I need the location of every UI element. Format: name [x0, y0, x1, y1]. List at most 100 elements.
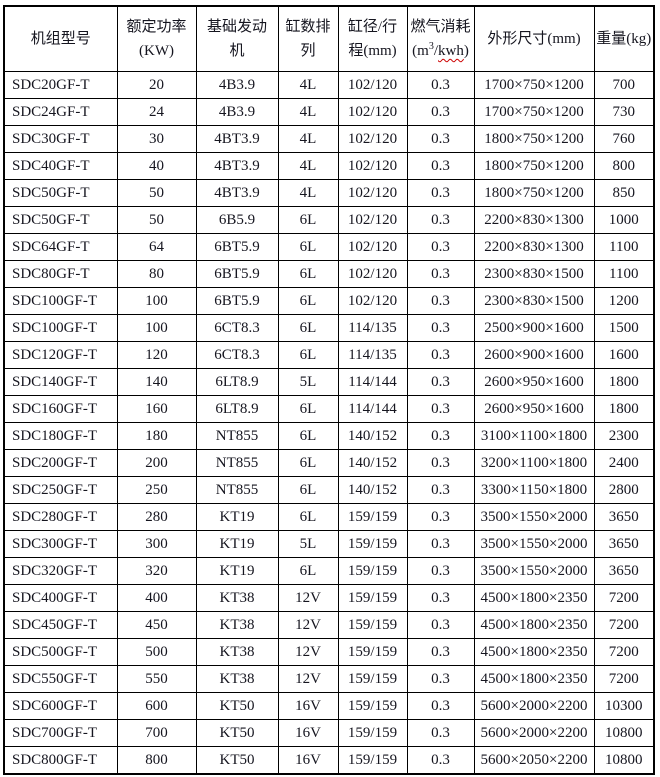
column-header-rated-power-label: 额定功率 (KW)	[126, 19, 187, 59]
cell-dimensions: 3200×1100×1800	[473, 449, 595, 477]
table-row: SDC200GF-T 200 NT855 6L 140/152 0.3 3200…	[3, 449, 655, 477]
cell-base-engine: NT855	[195, 422, 279, 450]
table-row: SDC250GF-T 250 NT855 6L 140/152 0.3 3300…	[3, 476, 655, 504]
cell-dimensions: 2600×950×1600	[473, 368, 595, 396]
cell-bore-stroke: 114/135	[337, 314, 408, 342]
cell-gas-consumption: 0.3	[406, 746, 475, 775]
cell-model: SDC500GF-T	[3, 638, 118, 666]
cell-dimensions: 4500×1800×2350	[473, 611, 595, 639]
cell-weight: 760	[593, 125, 655, 153]
table-body: SDC20GF-T 20 4B3.9 4L 102/120 0.3 1700×7…	[3, 71, 655, 775]
cell-dimensions: 3500×1550×2000	[473, 530, 595, 558]
cell-bore-stroke: 159/159	[337, 584, 408, 612]
cell-rated-power: 550	[116, 665, 197, 693]
cell-dimensions: 3300×1150×1800	[473, 476, 595, 504]
cell-dimensions: 1800×750×1200	[473, 125, 595, 153]
column-header-rated-power: 额定功率 (KW)	[116, 5, 197, 72]
cell-weight: 3650	[593, 503, 655, 531]
cell-rated-power: 180	[116, 422, 197, 450]
cell-weight: 1100	[593, 233, 655, 261]
cell-bore-stroke: 102/120	[337, 125, 408, 153]
table-row: SDC30GF-T 30 4BT3.9 4L 102/120 0.3 1800×…	[3, 125, 655, 153]
table-row: SDC700GF-T 700 KT50 16V 159/159 0.3 5600…	[3, 719, 655, 747]
column-header-bore-stroke: 缸径/行 程(mm)	[337, 5, 408, 72]
cell-cylinder-arrangement: 16V	[277, 719, 339, 747]
cell-cylinder-arrangement: 6L	[277, 476, 339, 504]
table-header: 机组型号 额定功率 (KW) 基础发动 机 缸数排 列 缸径/行 程(mm) 燃…	[3, 5, 655, 72]
cell-model: SDC400GF-T	[3, 584, 118, 612]
cell-dimensions: 2500×900×1600	[473, 314, 595, 342]
cell-base-engine: 4BT3.9	[195, 125, 279, 153]
cell-gas-consumption: 0.3	[406, 422, 475, 450]
cell-bore-stroke: 102/120	[337, 233, 408, 261]
cell-base-engine: KT38	[195, 665, 279, 693]
genset-spec-table: 机组型号 额定功率 (KW) 基础发动 机 缸数排 列 缸径/行 程(mm) 燃…	[3, 5, 655, 775]
cell-model: SDC700GF-T	[3, 719, 118, 747]
column-header-model: 机组型号	[3, 5, 118, 72]
cell-gas-consumption: 0.3	[406, 233, 475, 261]
cell-rated-power: 300	[116, 530, 197, 558]
cell-base-engine: NT855	[195, 476, 279, 504]
cell-cylinder-arrangement: 12V	[277, 611, 339, 639]
cell-base-engine: 6BT5.9	[195, 233, 279, 261]
cell-dimensions: 5600×2000×2200	[473, 692, 595, 720]
cell-weight: 700	[593, 71, 655, 99]
cell-bore-stroke: 159/159	[337, 746, 408, 775]
cell-weight: 2300	[593, 422, 655, 450]
column-header-model-label: 机组型号	[30, 31, 91, 47]
cell-rated-power: 200	[116, 449, 197, 477]
cell-cylinder-arrangement: 4L	[277, 179, 339, 207]
cell-model: SDC140GF-T	[3, 368, 118, 396]
cell-cylinder-arrangement: 12V	[277, 665, 339, 693]
cell-model: SDC50GF-T	[3, 179, 118, 207]
cell-weight: 2800	[593, 476, 655, 504]
gas-header-title: 燃气消耗	[410, 19, 471, 35]
column-header-dimensions: 外形尺寸(mm)	[473, 5, 595, 72]
cell-cylinder-arrangement: 6L	[277, 287, 339, 315]
table-row: SDC80GF-T 80 6BT5.9 6L 102/120 0.3 2300×…	[3, 260, 655, 288]
table-row: SDC320GF-T 320 KT19 6L 159/159 0.3 3500×…	[3, 557, 655, 585]
cell-rated-power: 280	[116, 503, 197, 531]
cell-model: SDC40GF-T	[3, 152, 118, 180]
cell-base-engine: KT38	[195, 584, 279, 612]
table-row: SDC64GF-T 64 6BT5.9 6L 102/120 0.3 2200×…	[3, 233, 655, 261]
cell-rated-power: 800	[116, 746, 197, 775]
cell-dimensions: 1700×750×1200	[473, 71, 595, 99]
gas-unit-kwh: kwh	[438, 43, 464, 59]
column-header-cylinder-arrangement-label: 缸数排 列	[285, 19, 331, 59]
cell-bore-stroke: 140/152	[337, 476, 408, 504]
cell-cylinder-arrangement: 6L	[277, 260, 339, 288]
cell-rated-power: 80	[116, 260, 197, 288]
cell-gas-consumption: 0.3	[406, 638, 475, 666]
cell-base-engine: KT50	[195, 692, 279, 720]
cell-rated-power: 50	[116, 206, 197, 234]
column-header-cylinder-arrangement: 缸数排 列	[277, 5, 339, 72]
table-row: SDC450GF-T 450 KT38 12V 159/159 0.3 4500…	[3, 611, 655, 639]
cell-bore-stroke: 114/144	[337, 395, 408, 423]
table-row: SDC100GF-T 100 6BT5.9 6L 102/120 0.3 230…	[3, 287, 655, 315]
cell-weight: 10300	[593, 692, 655, 720]
cell-weight: 10800	[593, 746, 655, 775]
cell-dimensions: 3100×1100×1800	[473, 422, 595, 450]
cell-dimensions: 1700×750×1200	[473, 98, 595, 126]
cell-model: SDC120GF-T	[3, 341, 118, 369]
cell-dimensions: 2300×830×1500	[473, 287, 595, 315]
cell-bore-stroke: 114/135	[337, 341, 408, 369]
gas-unit-superscript: 3	[428, 41, 434, 52]
cell-weight: 1000	[593, 206, 655, 234]
cell-gas-consumption: 0.3	[406, 98, 475, 126]
cell-rated-power: 140	[116, 368, 197, 396]
cell-model: SDC80GF-T	[3, 260, 118, 288]
cell-base-engine: 4B3.9	[195, 71, 279, 99]
cell-bore-stroke: 140/152	[337, 422, 408, 450]
cell-bore-stroke: 159/159	[337, 692, 408, 720]
cell-weight: 7200	[593, 638, 655, 666]
cell-weight: 7200	[593, 665, 655, 693]
cell-dimensions: 1800×750×1200	[473, 179, 595, 207]
column-header-weight: 重量(kg)	[593, 5, 655, 72]
cell-bore-stroke: 102/120	[337, 287, 408, 315]
cell-base-engine: 6LT8.9	[195, 395, 279, 423]
cell-weight: 1100	[593, 260, 655, 288]
cell-cylinder-arrangement: 4L	[277, 71, 339, 99]
cell-model: SDC450GF-T	[3, 611, 118, 639]
